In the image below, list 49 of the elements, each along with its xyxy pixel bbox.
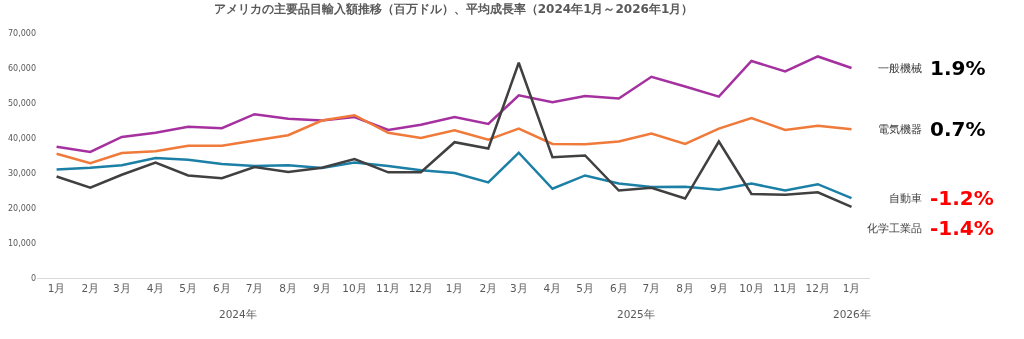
- chart-title: アメリカの主要品目輸入額推移（百万ドル）、平均成長率（2024年1月～2026年1月）: [213, 2, 694, 17]
- x-tick-label: 1月: [842, 281, 861, 294]
- x-tick-label: 5月: [576, 281, 594, 294]
- text: 一般機械: [878, 62, 922, 74]
- y-tick-label: 50,000: [8, 98, 36, 108]
- line-series: [55, 114, 853, 165]
- y-tick-label: 70,000: [8, 28, 36, 38]
- x-tick-label: 12月: [805, 281, 830, 294]
- x-tick-label: 6月: [609, 281, 628, 294]
- text: 化学工業品: [867, 222, 922, 234]
- x-tick-label: 3月: [509, 281, 528, 294]
- y-tick-label: 0: [30, 273, 36, 283]
- y-tick-label: 20,000: [8, 203, 36, 213]
- x-tick-label: 10月: [739, 281, 764, 294]
- text: 2026年: [833, 308, 871, 320]
- x-tick-label: 11月: [772, 281, 798, 294]
- y-tick-label: 40,000: [8, 133, 36, 143]
- x-tick-label: 9月: [710, 281, 728, 294]
- y-tick-label: 60,000: [8, 63, 36, 73]
- x-tick-label: 8月: [676, 281, 694, 294]
- line-series: [55, 55, 853, 154]
- x-tick-label: 9月: [313, 281, 331, 294]
- x-tick-label: 2月: [479, 281, 498, 294]
- text: 電気機器: [878, 123, 922, 135]
- x-tick-label: 3月: [112, 281, 131, 294]
- y-tick-label: 30,000: [8, 168, 36, 178]
- x-tick-label: 7月: [245, 281, 264, 294]
- x-tick-label: 1月: [445, 281, 464, 294]
- x-tick-label: 8月: [279, 281, 298, 294]
- x-tick-label: 1月: [47, 281, 66, 294]
- x-tick-label: 4月: [543, 281, 562, 294]
- x-tick-label: 10月: [342, 281, 367, 294]
- text: 2024年: [219, 308, 257, 320]
- x-tick-label: 6月: [213, 281, 231, 294]
- line-series: [55, 151, 853, 200]
- text: -1.2%: [930, 186, 994, 210]
- y-tick-label: 10,000: [8, 238, 36, 248]
- text: -1.4%: [930, 216, 994, 240]
- x-tick-label: 4月: [146, 281, 165, 294]
- text: 2025年: [617, 308, 655, 320]
- text: 自動車: [889, 192, 922, 204]
- x-tick-label: 11月: [376, 281, 401, 294]
- x-tick-label: 2月: [81, 281, 100, 294]
- x-tick-label: 12月: [408, 281, 434, 294]
- x-tick-label: 7月: [642, 281, 661, 294]
- text: 1.9%: [930, 56, 986, 80]
- text: 0.7%: [930, 117, 986, 141]
- x-tick-label: 5月: [179, 281, 197, 294]
- line-series: [55, 61, 853, 209]
